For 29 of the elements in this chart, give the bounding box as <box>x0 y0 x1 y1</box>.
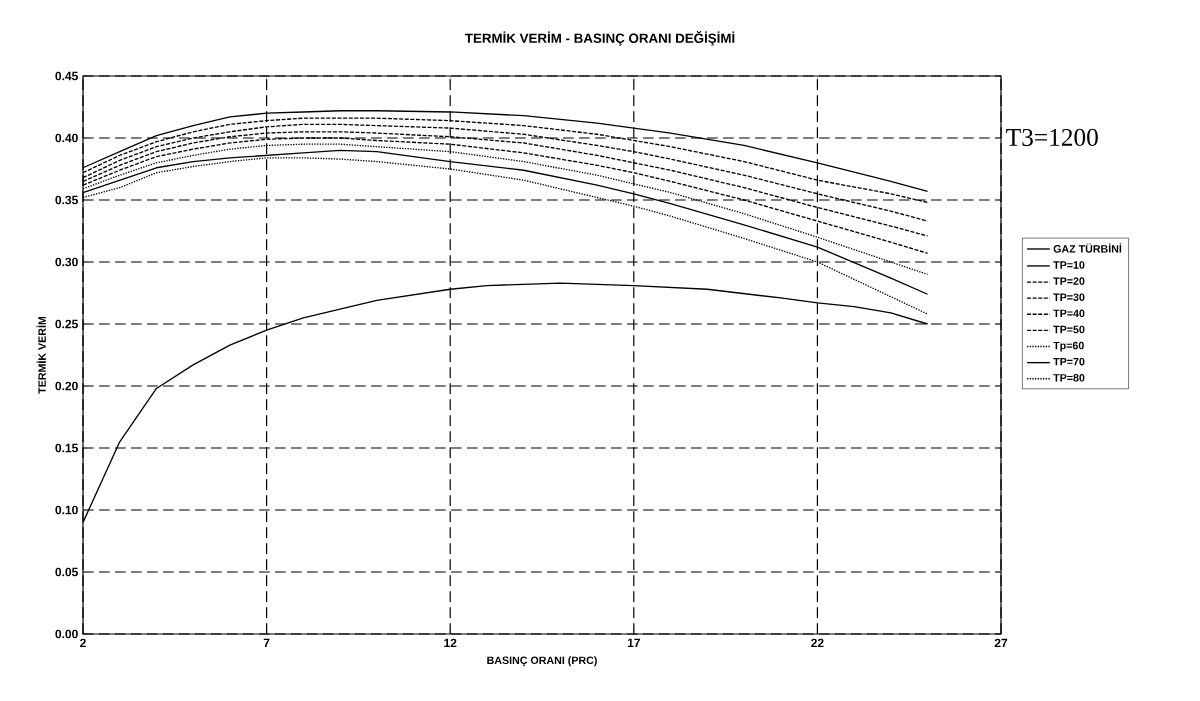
x-axis-title: BASINÇ ORANI (PRC) <box>487 656 597 667</box>
legend-label: Tp=60 <box>1053 341 1084 352</box>
y-tick-label: 0.00 <box>55 629 78 639</box>
y-tick-label: 0.35 <box>55 195 78 205</box>
x-tick-label: 7 <box>263 638 270 647</box>
x-tick-label: 12 <box>444 638 457 648</box>
chart-title: TERMİK VERİM - BASINÇ ORANI DEĞİŞİMİ <box>464 31 735 46</box>
y-tick-label: 0.20 <box>55 381 78 391</box>
x-tick-label: 2 <box>80 638 86 648</box>
legend-label: TP=70 <box>1053 357 1085 366</box>
y-tick-label: 0.40 <box>55 133 78 143</box>
y-tick-label: 0.30 <box>55 257 78 267</box>
legend-label: TP=30 <box>1053 293 1085 302</box>
legend-label: TP=80 <box>1053 374 1085 382</box>
text: T3=1200 <box>1006 128 1098 146</box>
y-tick-label: 0.10 <box>55 505 78 515</box>
legend-label: TP=40 <box>1053 309 1085 318</box>
x-tick-label: 22 <box>811 638 824 648</box>
y-tick-label: 0.25 <box>55 319 78 329</box>
legend-label: TP=10 <box>1053 261 1085 269</box>
y-tick-label: 0.05 <box>55 567 78 577</box>
x-tick-label: 17 <box>627 638 640 647</box>
legend-label: GAZ TÜRBİNİ <box>1053 243 1122 253</box>
y-tick-label: 0.15 <box>55 443 78 453</box>
legend-label: TP=50 <box>1053 325 1085 334</box>
y-axis-title: TERMİK VERİM <box>36 316 46 394</box>
x-tick-label: 27 <box>994 638 1008 648</box>
y-tick-label: 0.45 <box>55 71 78 81</box>
legend-label: TP=20 <box>1053 277 1085 285</box>
